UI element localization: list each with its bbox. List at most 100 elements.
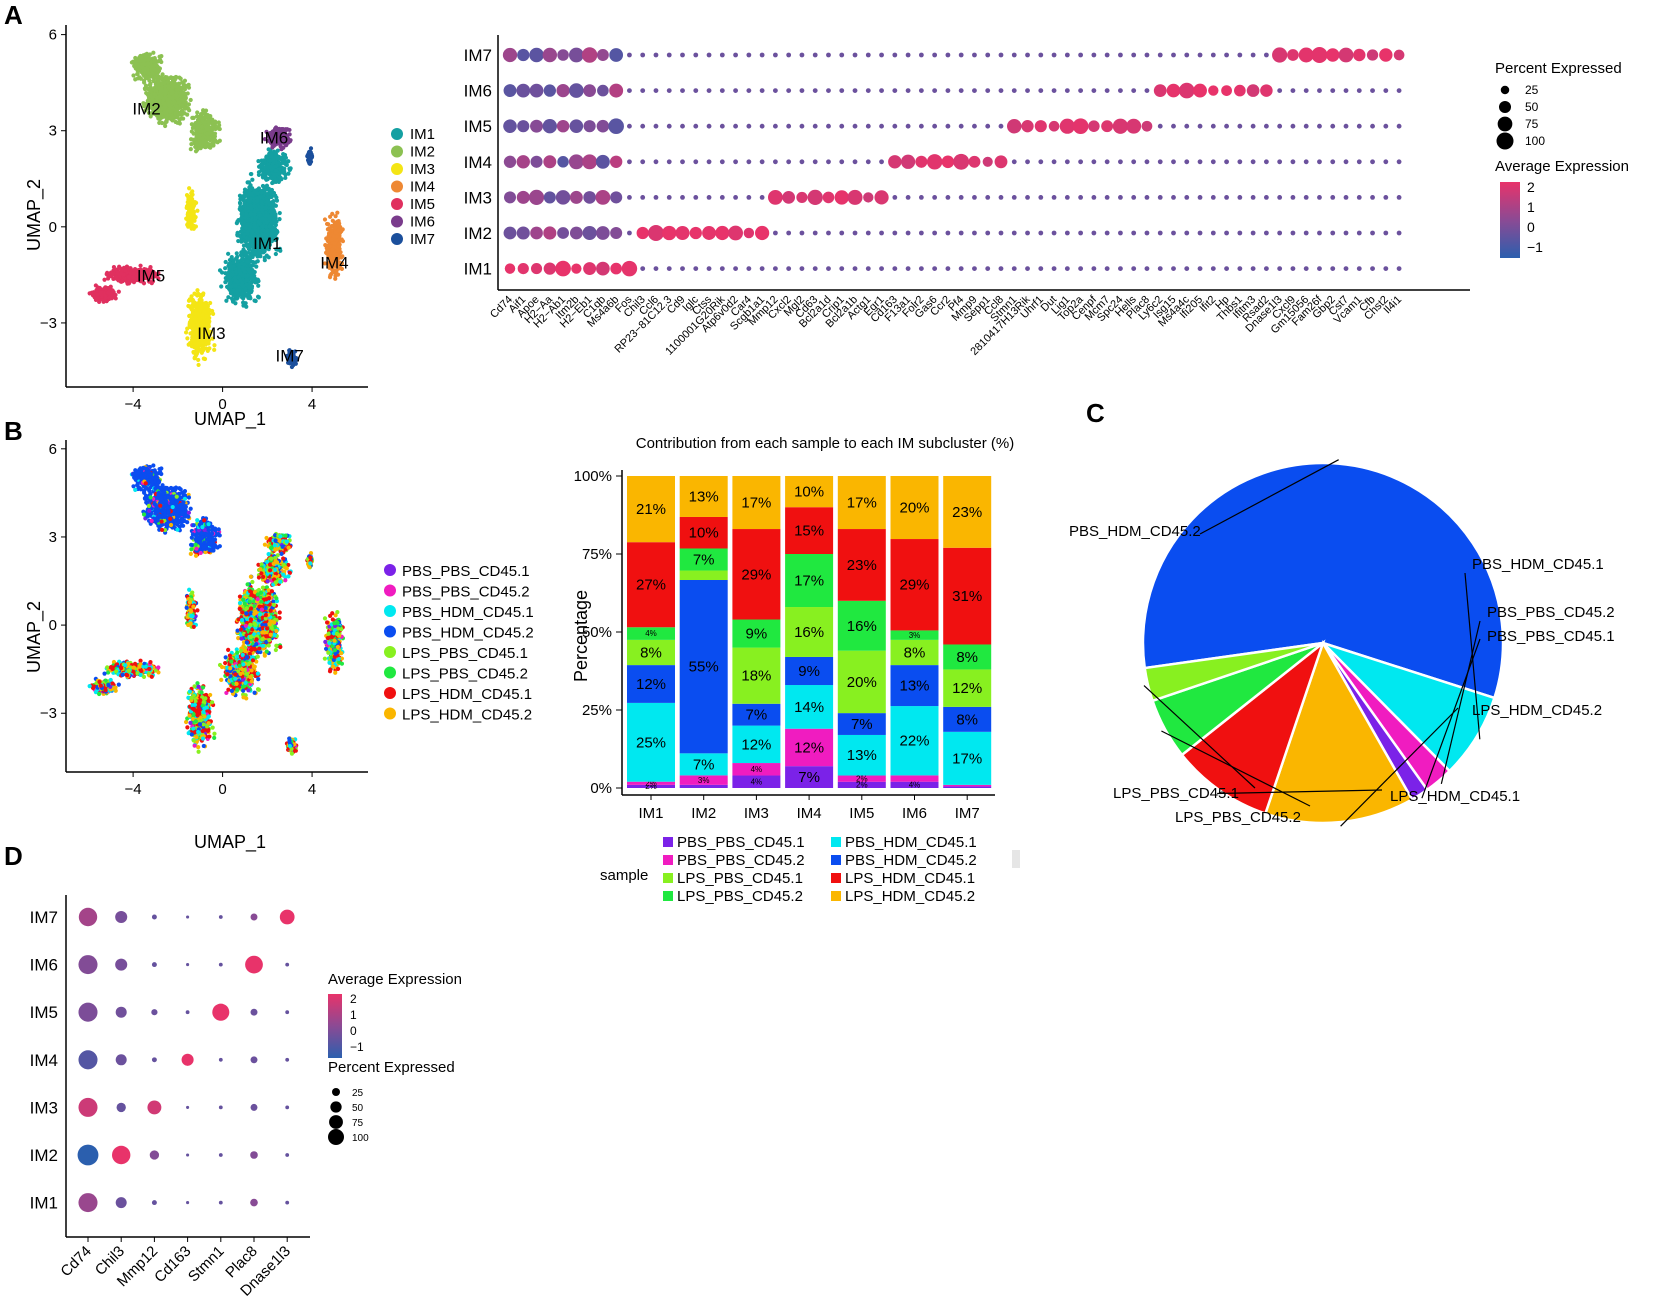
- umap-a-point: [267, 224, 272, 229]
- umap-a-point: [102, 277, 107, 282]
- umap-a-point: [339, 229, 344, 234]
- umap-a-point: [229, 264, 234, 269]
- umap-a-point: [274, 195, 279, 200]
- umap-a-point: [308, 157, 313, 162]
- umap-a-point: [164, 75, 170, 80]
- umap-a-point: [269, 187, 275, 193]
- umap-a-point: [182, 87, 188, 92]
- umap-a-point: [225, 278, 230, 283]
- umap-a-point: [335, 272, 341, 277]
- umap-a-point: [308, 150, 313, 156]
- umap-a-point: [189, 142, 194, 147]
- umap-a-point: [261, 172, 266, 177]
- umap-a-point: [206, 114, 211, 119]
- umap-a-point: [173, 74, 179, 80]
- umap-a-point: [168, 108, 173, 113]
- umap-a-point: [177, 75, 182, 80]
- umap-a-point: [273, 151, 278, 156]
- umap-a-point: [269, 152, 274, 157]
- umap-a-point: [123, 268, 128, 273]
- umap-a-point: [241, 303, 246, 308]
- umap-a-point: [138, 76, 143, 81]
- umap-a-point: [193, 137, 198, 142]
- umap-a-point: [166, 100, 171, 106]
- umap-a-point: [120, 279, 125, 284]
- umap-a-point: [326, 234, 331, 239]
- umap-a-point: [210, 117, 215, 122]
- umap-a-point: [156, 68, 162, 73]
- umap-a-point: [153, 58, 158, 63]
- umap-a-point: [263, 213, 268, 219]
- umap-a-point: [244, 277, 250, 283]
- umap-a-point: [243, 252, 248, 257]
- umap-a-point: [226, 251, 231, 256]
- umap-a-point: [267, 158, 273, 164]
- panel-label-b: B: [4, 416, 23, 446]
- umap-a-point: [227, 257, 233, 263]
- umap-a-point: [97, 286, 102, 291]
- umap-a-point: [328, 273, 333, 278]
- umap-a-point: [105, 270, 110, 275]
- umap-a-point: [241, 197, 246, 202]
- umap-a-point: [233, 283, 238, 288]
- umap-a-point: [247, 199, 252, 204]
- umap-a-point: [255, 294, 261, 299]
- umap-a-point: [183, 95, 188, 100]
- umap-a-point: [169, 88, 174, 94]
- umap-a-point: [234, 288, 239, 294]
- umap-a-point: [330, 211, 335, 216]
- umap-a-point: [251, 270, 257, 275]
- umap-a-point: [182, 78, 188, 83]
- umap-a-point: [233, 278, 238, 283]
- umap-a-point: [139, 55, 144, 60]
- umap-a-point: [148, 85, 153, 90]
- umap-a-point: [208, 142, 213, 147]
- umap-a-point: [175, 120, 180, 125]
- umap-a-point: [241, 296, 246, 301]
- umap-a-point: [250, 263, 256, 268]
- umap-a-point: [267, 164, 273, 170]
- umap-a-point: [131, 73, 136, 78]
- umap-a-point: [146, 94, 152, 99]
- umap-a-point: [235, 254, 240, 259]
- umap-a-point: [188, 97, 193, 103]
- umap-a-point: [250, 177, 255, 182]
- umap-a-point: [212, 343, 217, 348]
- umap-a-point: [272, 221, 277, 226]
- umap-a-point: [266, 195, 272, 200]
- umap-a-point: [168, 115, 174, 120]
- umap-a-point: [198, 146, 203, 151]
- umap-a-point: [266, 147, 271, 152]
- umap-a-point: [240, 210, 245, 215]
- umap-a-point: [201, 139, 206, 144]
- umap-a-point: [219, 284, 224, 289]
- umap-a-point: [249, 286, 254, 291]
- umap-a-point: [97, 299, 102, 305]
- umap-clusters-points: [87, 50, 346, 370]
- umap-a-point: [195, 288, 200, 293]
- umap-a-point: [237, 269, 242, 274]
- umap-a-point: [154, 63, 160, 69]
- umap-a-point: [273, 164, 278, 169]
- umap-a-point: [191, 115, 196, 121]
- umap-a-point: [237, 200, 243, 205]
- umap-a-point: [211, 136, 217, 141]
- umap-a-point: [199, 124, 205, 129]
- umap-a-point: [108, 270, 114, 275]
- umap-a-point: [163, 91, 168, 96]
- umap-a-point: [133, 55, 138, 61]
- umap-a-point: [244, 206, 249, 211]
- umap-a-point: [238, 252, 244, 258]
- umap-a-point: [252, 212, 257, 217]
- umap-a-point: [283, 175, 288, 181]
- umap-a-point: [248, 206, 254, 211]
- umap-a-point: [188, 147, 193, 152]
- umap-a-point: [209, 125, 215, 130]
- umap-a-point: [183, 330, 189, 335]
- umap-a-point: [133, 77, 138, 82]
- umap-a-point: [260, 224, 265, 229]
- umap-a-point: [265, 177, 270, 182]
- umap-a-point: [327, 244, 332, 249]
